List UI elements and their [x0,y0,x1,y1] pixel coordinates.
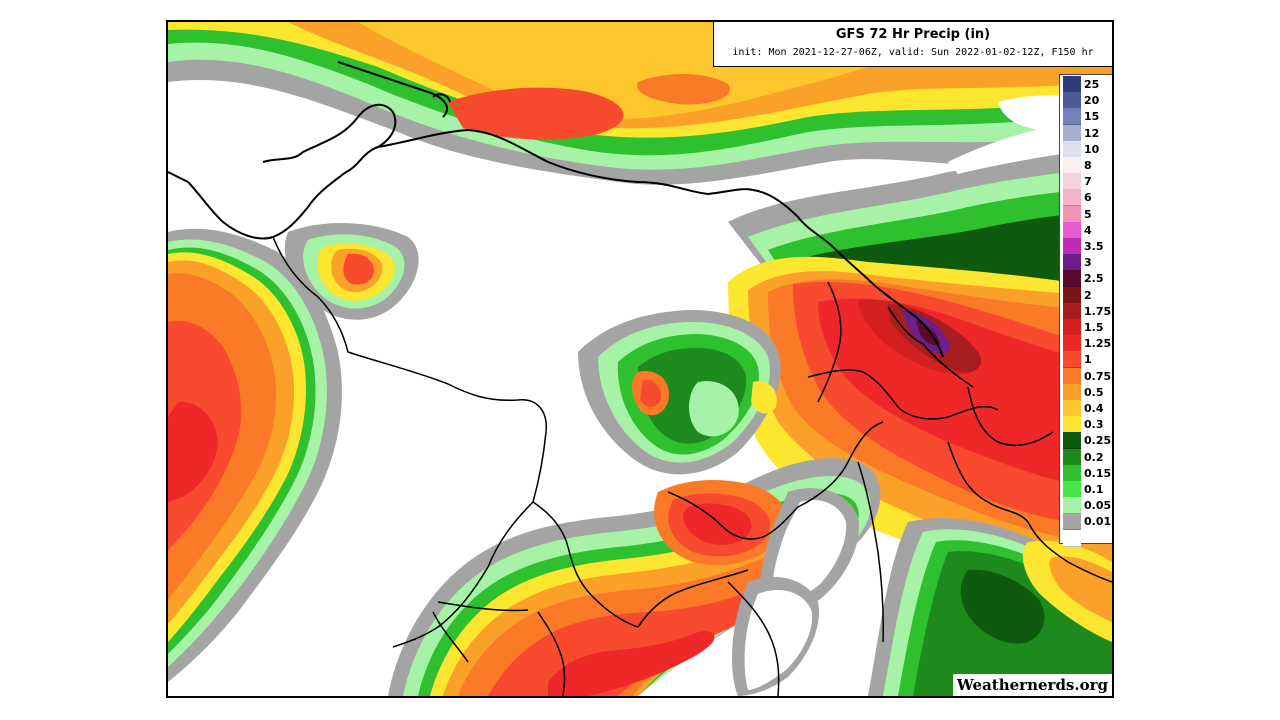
legend-entry: 10 [1060,140,1112,158]
legend-entry: 2.5 [1060,270,1112,288]
legend-swatch [1063,335,1081,353]
map-title-box: GFS 72 Hr Precip (in) init: Mon 2021-12-… [713,22,1112,67]
legend-label: 0.25 [1084,434,1112,448]
legend-label: 1.25 [1084,337,1112,351]
legend-swatch [1063,205,1081,223]
legend-label: 12 [1084,126,1100,140]
legend-swatch [1063,189,1081,207]
legend-label: 20 [1084,94,1100,108]
legend-swatch [1063,513,1081,531]
precip-map [168,22,1112,696]
legend-swatch [1063,270,1081,288]
legend-label: 3.5 [1084,240,1104,253]
legend-label: 2.5 [1084,272,1104,286]
legend-swatch [1063,464,1081,482]
map-subtitle: init: Mon 2021-12-27-06Z, valid: Sun 202… [732,47,1094,58]
legend-swatch [1063,108,1081,126]
legend-entry: 0.3 [1060,416,1112,434]
legend-entry: 8 [1060,157,1112,174]
precip-map-frame: GFS 72 Hr Precip (in) init: Mon 2021-12-… [166,20,1114,698]
legend-label: 0.15 [1084,466,1112,480]
legend-entry: 0.1 [1060,481,1112,498]
coastlines [168,61,944,358]
legend-label: 25 [1084,78,1100,91]
legend-entry: 2 [1060,286,1112,304]
legend-swatch [1063,351,1081,369]
legend-swatch [1063,76,1081,93]
legend-swatch [1063,124,1081,142]
legend-entry: 0.15 [1060,464,1112,482]
legend-entry: 0.5 [1060,383,1112,401]
legend-entry: 12 [1060,124,1112,142]
legend-label: 0.05 [1084,499,1112,513]
legend-swatch [1063,254,1081,272]
legend-swatch [1063,529,1081,547]
legend-swatch [1063,92,1081,110]
precip-legend: 25 20 15 12 10 8 7 6 5 4 3.5 3 2.5 2 1.75 1.5 1.25 1 0.75 0… [1059,74,1112,547]
legend-label: 0.75 [1084,369,1112,383]
legend-label: 0.01 [1084,515,1112,529]
legend-label: 0.4 [1084,402,1104,415]
legend-swatch [1063,448,1081,466]
legend-label: 3 [1084,256,1092,270]
legend-label: 1.75 [1084,304,1112,318]
legend-label: 5 [1084,207,1092,221]
legend-label: 10 [1084,142,1100,156]
legend-entry [1060,529,1112,547]
legend-label: 8 [1084,159,1092,172]
legend-entry: 3.5 [1060,238,1112,255]
legend-entry: 3 [1060,254,1112,272]
legend-swatch [1063,238,1081,255]
legend-entry: 7 [1060,173,1112,191]
legend-swatch [1063,400,1081,417]
legend-label: 1.5 [1084,321,1104,334]
legend-label: 0.3 [1084,418,1104,432]
legend-label: 0.5 [1084,385,1104,399]
legend-entry: 1 [1060,351,1112,369]
legend-entry: 0.25 [1060,432,1112,450]
legend-swatch [1063,140,1081,158]
legend-label: 2 [1084,288,1092,302]
map-title: GFS 72 Hr Precip (in) [835,27,991,42]
legend-label: 15 [1084,110,1100,124]
legend-entry: 1.25 [1060,335,1112,353]
legend-entry: 15 [1060,108,1112,126]
legend-swatch [1063,383,1081,401]
legend-entry: 1.75 [1060,302,1112,320]
legend-swatch [1063,497,1081,515]
legend-label: 1 [1084,353,1092,367]
legend-entry: 0.05 [1060,497,1112,515]
legend-label: 7 [1084,175,1092,189]
legend-swatch [1063,286,1081,304]
country-borders [272,236,1112,696]
legend-swatch [1063,432,1081,450]
legend-entry: 0.2 [1060,448,1112,466]
legend-entry: 20 [1060,92,1112,110]
legend-swatch [1063,481,1081,498]
legend-swatch [1063,173,1081,191]
legend-swatch [1063,416,1081,434]
legend-entry: 0.75 [1060,367,1112,385]
legend-entry: 1.5 [1060,319,1112,336]
legend-entry: 5 [1060,205,1112,223]
legend-label: 0.1 [1084,483,1104,496]
legend-label: 6 [1084,191,1092,205]
legend-entry: 25 [1060,76,1112,93]
watermark-text: Weathernerds.org [952,674,1112,696]
legend-entry: 4 [1060,221,1112,239]
legend-label: 4 [1084,223,1092,237]
legend-entry: 0.01 [1060,513,1112,531]
legend-swatch [1063,367,1081,385]
legend-entry: 0.4 [1060,400,1112,417]
legend-swatch [1063,302,1081,320]
legend-swatch [1063,221,1081,239]
legend-swatch [1063,319,1081,336]
legend-swatch [1063,157,1081,174]
legend-label: 0.2 [1084,450,1104,464]
legend-entry: 6 [1060,189,1112,207]
